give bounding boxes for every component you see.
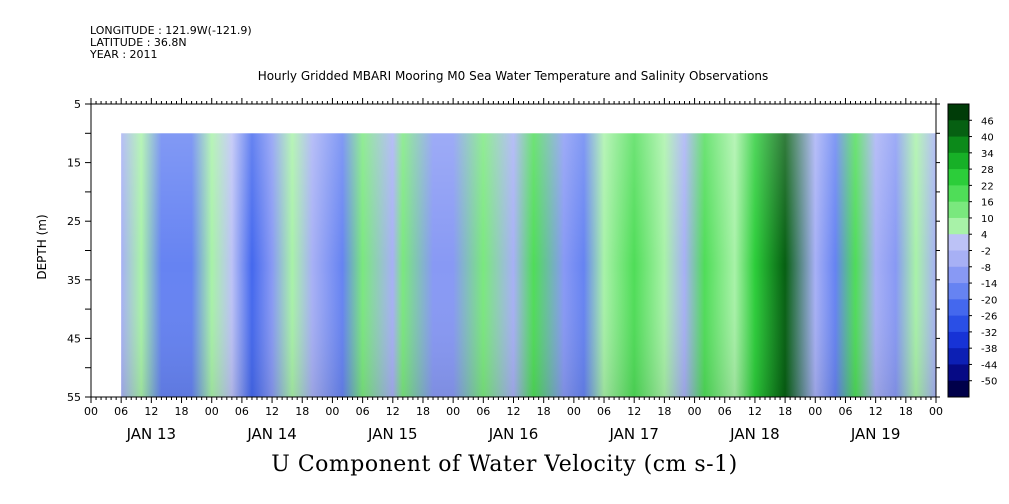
x-tick-label: 00 bbox=[929, 405, 943, 418]
colorbar-label: 28 bbox=[981, 165, 994, 176]
colorbar-swatch bbox=[948, 169, 969, 186]
x-day-label: JAN 14 bbox=[246, 425, 297, 443]
x-tick-label: 06 bbox=[718, 405, 732, 418]
colorbar-swatch bbox=[948, 217, 969, 235]
colorbar: 46 40 34 28 22 16 10 4 -2 -8 -14 -20 -26 -32 -38 -44 -50 bbox=[947, 103, 997, 398]
x-day-label: JAN 15 bbox=[367, 425, 418, 443]
colorbar-swatch bbox=[948, 201, 969, 219]
colorbar-label: -20 bbox=[981, 295, 997, 306]
colorbar-swatch bbox=[948, 331, 969, 349]
latitude-label: LATITUDE : 36.8N bbox=[90, 36, 187, 49]
x-day-label: JAN 13 bbox=[126, 425, 177, 443]
colorbar-label: -14 bbox=[981, 279, 997, 290]
x-tick-label: 18 bbox=[537, 405, 551, 418]
x-tick-label: 06 bbox=[114, 405, 128, 418]
year-label: YEAR : 2011 bbox=[90, 48, 158, 61]
x-day-label: JAN 18 bbox=[729, 425, 780, 443]
x-tick-label: 18 bbox=[899, 405, 913, 418]
colorbar-swatch bbox=[948, 234, 969, 251]
colorbar-swatch bbox=[948, 136, 969, 154]
colorbar-swatch bbox=[948, 283, 969, 300]
colorbar-label: -32 bbox=[981, 328, 997, 339]
colorbar-label: 34 bbox=[981, 149, 994, 160]
y-tick-label: 5 bbox=[74, 98, 81, 111]
y-tick-label: 15 bbox=[67, 157, 81, 170]
colorbar-swatch bbox=[948, 299, 969, 317]
y-tick-label: 55 bbox=[67, 391, 81, 404]
colorbar-label: -50 bbox=[981, 377, 997, 388]
x-tick-label: 06 bbox=[356, 405, 370, 418]
x-tick-label: 00 bbox=[325, 405, 339, 418]
x-tick-label: 12 bbox=[265, 405, 279, 418]
colorbar-swatch bbox=[948, 266, 969, 284]
colorbar-label: -26 bbox=[981, 312, 997, 323]
x-axis: 00 06 12 18 00 06 12 18 00 06 12 18 00 06 12 18 00 06 12 18… bbox=[84, 98, 943, 443]
x-tick-label: 12 bbox=[507, 405, 521, 418]
plot-area bbox=[90, 103, 937, 398]
x-day-label: JAN 16 bbox=[488, 425, 539, 443]
x-tick-label: 06 bbox=[235, 405, 249, 418]
colorbar-swatch bbox=[948, 185, 969, 203]
x-tick-label: 12 bbox=[386, 405, 400, 418]
colorbar-swatch bbox=[948, 104, 969, 121]
x-tick-label: 00 bbox=[567, 405, 581, 418]
x-tick-label: 00 bbox=[446, 405, 460, 418]
longitude-label: LONGITUDE : 121.9W(-121.9) bbox=[90, 24, 252, 37]
x-tick-label: 00 bbox=[688, 405, 702, 418]
x-tick-label: 00 bbox=[808, 405, 822, 418]
colorbar-label: 10 bbox=[981, 214, 994, 225]
plot-title: Hourly Gridded MBARI Mooring M0 Sea Wate… bbox=[257, 69, 769, 83]
colorbar-swatch bbox=[948, 364, 969, 382]
heatmap-shading bbox=[121, 133, 936, 398]
colorbar-label: -44 bbox=[981, 360, 997, 371]
colorbar-label: 46 bbox=[981, 116, 994, 127]
colorbar-swatch bbox=[948, 315, 969, 333]
colorbar-label: -2 bbox=[981, 247, 991, 258]
colorbar-swatch bbox=[948, 152, 969, 170]
x-tick-label: 12 bbox=[869, 405, 883, 418]
colorbar-label: 4 bbox=[981, 230, 987, 241]
x-day-label: JAN 19 bbox=[850, 425, 901, 443]
colorbar-label: -8 bbox=[981, 263, 991, 274]
x-tick-label: 12 bbox=[627, 405, 641, 418]
x-tick-label: 00 bbox=[205, 405, 219, 418]
x-tick-label: 18 bbox=[657, 405, 671, 418]
x-tick-label: 18 bbox=[295, 405, 309, 418]
y-tick-label: 45 bbox=[67, 332, 81, 345]
colorbar-label: 16 bbox=[981, 198, 994, 209]
x-tick-label: 18 bbox=[416, 405, 430, 418]
y-axis: 5 15 25 35 45 55 bbox=[67, 98, 940, 404]
x-tick-label: 18 bbox=[778, 405, 792, 418]
x-tick-label: 12 bbox=[748, 405, 762, 418]
x-tick-label: 06 bbox=[476, 405, 490, 418]
variable-title: U Component of Water Velocity (cm s-1) bbox=[271, 452, 738, 477]
colorbar-swatch bbox=[948, 348, 969, 365]
y-tick-label: 35 bbox=[67, 274, 81, 287]
x-tick-label: 06 bbox=[597, 405, 611, 418]
x-tick-label: 18 bbox=[175, 405, 189, 418]
colorbar-label: -38 bbox=[981, 344, 997, 355]
colorbar-swatch bbox=[948, 380, 969, 398]
x-tick-label: 12 bbox=[144, 405, 158, 418]
colorbar-label: 40 bbox=[981, 133, 994, 144]
y-tick-label: 25 bbox=[67, 215, 81, 228]
x-tick-label: 00 bbox=[84, 405, 98, 418]
colorbar-swatch bbox=[948, 250, 969, 268]
x-day-label: JAN 17 bbox=[608, 425, 659, 443]
colorbar-label: 22 bbox=[981, 181, 994, 192]
colorbar-swatch bbox=[948, 120, 969, 138]
x-tick-label: 06 bbox=[838, 405, 852, 418]
